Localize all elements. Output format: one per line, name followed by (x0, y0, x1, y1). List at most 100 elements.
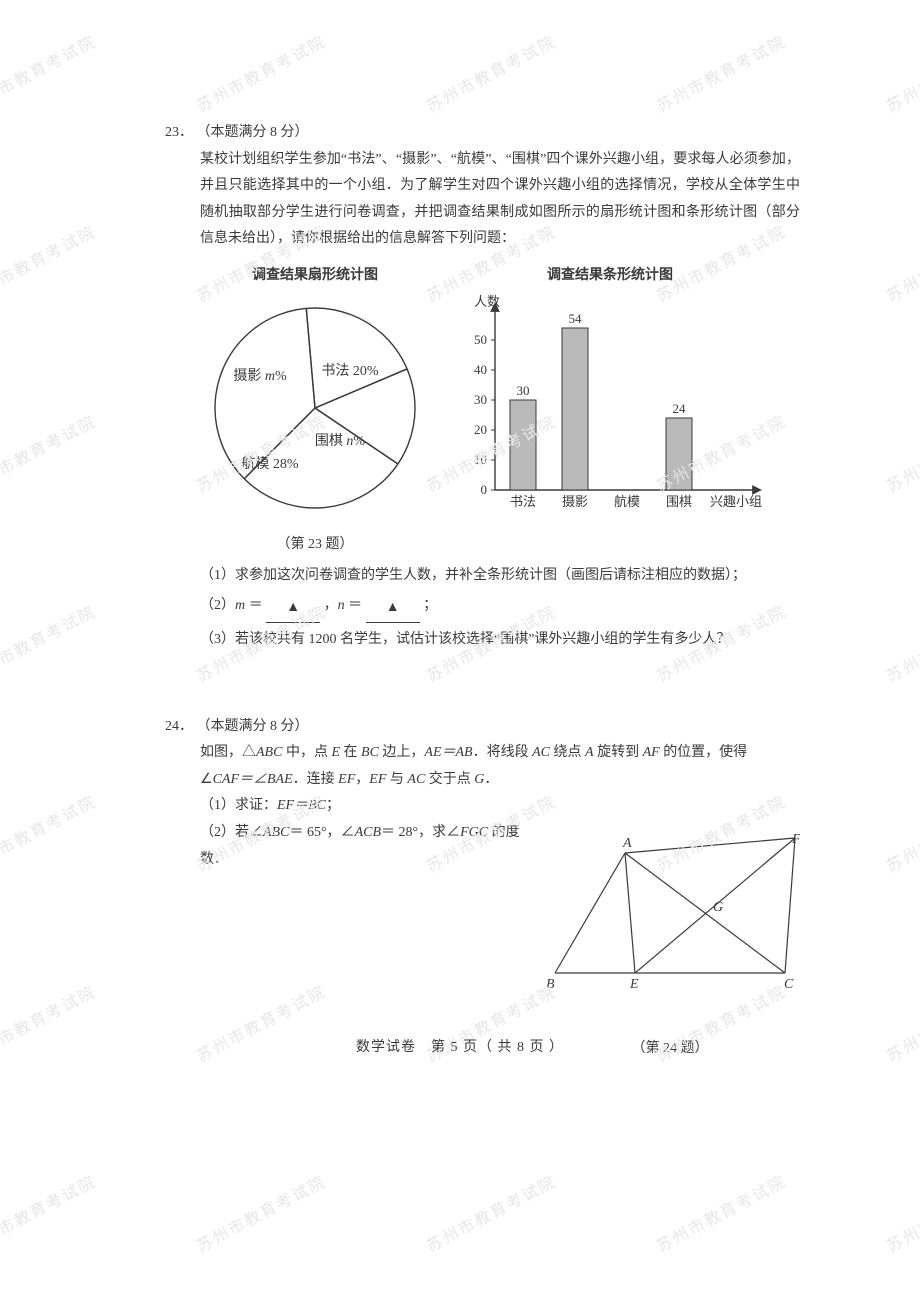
geom-label-C: C (784, 977, 794, 992)
bar-y-axis-label: 人数 (474, 294, 500, 309)
page-footer: 数学试卷 第 5 页（ 共 8 页 ） (0, 1035, 920, 1062)
q24-line1: 如图，△ABC 中，点 E 在 BC 边上，AE＝AB．将线段 AC 绕点 A … (200, 740, 800, 767)
footer-total: 8 (517, 1040, 525, 1055)
bar-shufa-value: 30 (517, 383, 530, 398)
slice-weiqi-label: 围棋 n% (315, 433, 366, 449)
t: 的位置，使得 (660, 745, 748, 760)
bar-weiqi-value: 24 (673, 401, 687, 416)
q24-header: （本题满分 8 分） (197, 719, 309, 734)
q23-blank-n[interactable]: ▲ (366, 595, 420, 623)
watermark-text: 苏州市教育考试院 (191, 28, 332, 122)
t: G (474, 772, 484, 787)
q23-charts: 调查结果扇形统计图 书法 20%围棋 n%航模 28%摄影 m% 调查结果条形统… (200, 261, 800, 530)
footer-page: 5 (451, 1040, 459, 1055)
footer-mid: 页（ 共 (459, 1040, 518, 1055)
bar-sheying-cat: 摄影 (562, 494, 588, 509)
bar-ytick-10: 10 (474, 452, 487, 467)
q23-eq1: ＝ (245, 598, 266, 613)
watermark-text: 苏州市教育考试院 (0, 598, 103, 692)
q23-n: n (338, 598, 345, 613)
t: EF (369, 772, 386, 787)
pie-chart-col: 调查结果扇形统计图 书法 20%围棋 n%航模 28%摄影 m% (200, 261, 430, 530)
q23-sub2: （2）m ＝ ▲ ，n ＝ ▲ ； (200, 593, 800, 623)
question-24: 24． （本题满分 8 分） 如图，△ABC 中，点 E 在 BC 边上，AE＝… (165, 714, 800, 1063)
bar-hangmo-cat: 航模 (614, 494, 640, 509)
t: 与 (386, 772, 407, 787)
t: ACB (355, 825, 381, 840)
t: ． (484, 772, 498, 787)
t: 交于点 (425, 772, 474, 787)
t: ＝ 65°，∠ (289, 825, 354, 840)
geom-label-G: G (713, 900, 723, 915)
t: A (585, 745, 594, 760)
q23-header-line: 23． （本题满分 8 分） (165, 120, 800, 147)
q23-sub3: （3）若该校共有 1200 名学生，试估计该校选择“围棋”课外兴趣小组的学生有多… (200, 627, 800, 654)
t: BC (361, 745, 379, 760)
t: FGC (460, 825, 488, 840)
watermark-text: 苏州市教育考试院 (421, 28, 562, 122)
t: ABC (263, 825, 289, 840)
t: ．将线段 (473, 745, 533, 760)
t: ABC (256, 745, 282, 760)
t: ∠ (200, 772, 213, 787)
q23-m: m (235, 598, 245, 613)
q23-eq2: ＝ (345, 598, 366, 613)
question-23: 23． （本题满分 8 分） 某校计划组织学生参加“书法”、“摄影”、“航模”、… (165, 120, 800, 654)
t: E (331, 745, 340, 760)
t: AC (407, 772, 425, 787)
watermark-text: 苏州市教育考试院 (881, 408, 920, 502)
footer-post: 页 ） (525, 1040, 564, 1055)
watermark-text: 苏州市教育考试院 (0, 788, 103, 882)
bar-x-axis-label: 兴趣小组 (710, 494, 762, 509)
t: 在 (340, 745, 361, 760)
t: EF＝BC (277, 798, 326, 813)
q24-number: 24． (165, 719, 193, 734)
bar-sheying (562, 328, 588, 490)
q23-header: （本题满分 8 分） (197, 125, 309, 140)
bar-weiqi-cat: 围棋 (666, 494, 692, 509)
slice-shufa-label: 书法 20% (321, 363, 378, 379)
t: 绕点 (550, 745, 585, 760)
bar-chart-title: 调查结果条形统计图 (450, 261, 770, 288)
geom-label-F: F (791, 833, 800, 847)
t: 旋转到 (594, 745, 643, 760)
bar-ytick-30: 30 (474, 392, 487, 407)
t: ．连接 (293, 772, 339, 787)
watermark-text: 苏州市教育考试院 (881, 218, 920, 312)
slice-sheying-label: 摄影 m% (233, 368, 287, 384)
q24-body: （1）求证：EF＝BC； （2）若∠ABC＝ 65°，∠ACB＝ 28°，求∠F… (200, 793, 800, 1062)
q23-sub1: （1）求参加这次问卷调查的学生人数，并补全条形统计图（画图后请标注相应的数据）； (200, 563, 800, 590)
exam-page: 苏州市教育考试院苏州市教育考试院苏州市教育考试院苏州市教育考试院苏州市教育考试院… (0, 0, 920, 1302)
q24-sub2: （2）若∠ABC＝ 65°，∠ACB＝ 28°，求∠FGC 的度数． (200, 820, 520, 873)
watermark-text: 苏州市教育考试院 (0, 1168, 103, 1262)
bar-sheying-value: 54 (569, 311, 583, 326)
q23-paragraph: 某校计划组织学生参加“书法”、“摄影”、“航模”、“围棋”四个课外兴趣小组，要求… (200, 147, 800, 253)
t: AE＝AB (424, 745, 472, 760)
t: 如图，△ (200, 745, 256, 760)
bar-shufa-cat: 书法 (510, 494, 536, 509)
t: EF (338, 772, 355, 787)
geometry-diagram: ABCEFG (540, 833, 800, 1023)
bar-weiqi (666, 418, 692, 490)
t: ； (326, 798, 340, 813)
watermark-text: 苏州市教育考试院 (0, 218, 103, 312)
t: AF (643, 745, 660, 760)
watermark-text: 苏州市教育考试院 (881, 1168, 920, 1262)
bar-ytick-40: 40 (474, 362, 487, 377)
geom-label-A: A (622, 836, 632, 851)
bar-chart-col: 调查结果条形统计图 人数0102030405030书法54摄影航模24围棋兴趣小… (450, 261, 770, 530)
q24-line2: ∠CAF＝∠BAE．连接 EF，EF 与 AC 交于点 G． (200, 767, 800, 794)
watermark-text: 苏州市教育考试院 (881, 28, 920, 122)
t: 边上， (379, 745, 425, 760)
bar-shufa (510, 400, 536, 490)
q24-sub1: （1）求证：EF＝BC； (200, 793, 520, 820)
q23-number: 23． (165, 125, 193, 140)
t: ， (355, 772, 369, 787)
slice-hangmo-label: 航模 28% (241, 456, 298, 472)
watermark-text: 苏州市教育考试院 (651, 1168, 792, 1262)
q23-fig-caption: （第 23 题） (200, 532, 430, 559)
t: （1）求证： (200, 798, 277, 813)
t: （2）若∠ (200, 825, 263, 840)
pie-chart: 书法 20% 围棋 n% 航模 28% 摄影 m% (200, 290, 430, 520)
q23-blank-m[interactable]: ▲ (266, 595, 320, 623)
